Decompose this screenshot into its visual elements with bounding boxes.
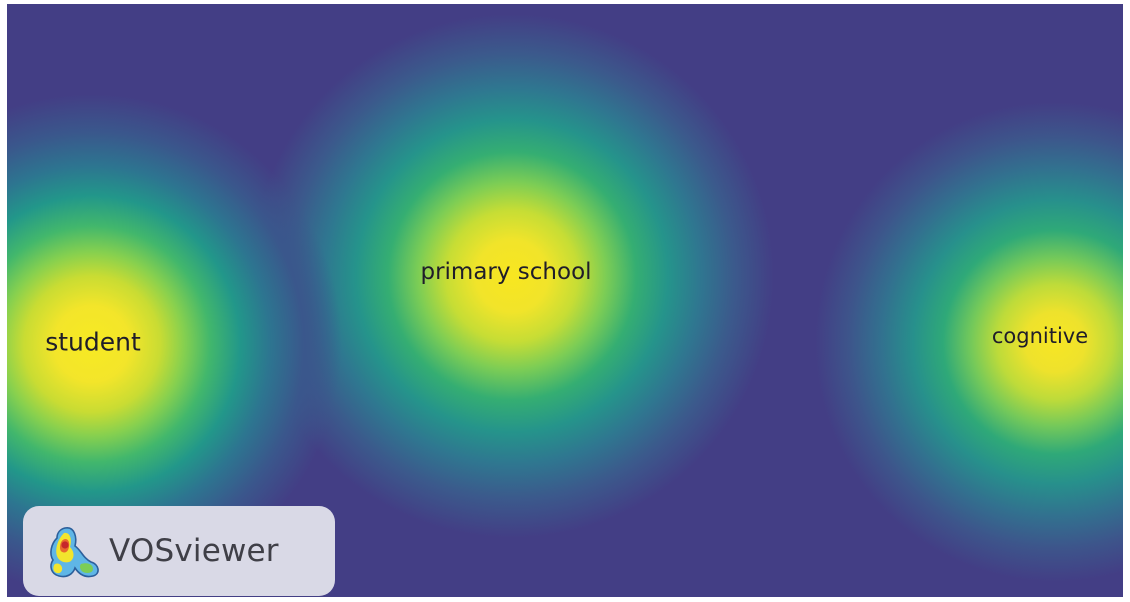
vosviewer-logo-text: VOSviewer: [109, 533, 279, 569]
map-label-student[interactable]: student: [45, 327, 141, 357]
map-label-cognitive[interactable]: cognitive: [991, 324, 1089, 348]
density-map[interactable]: [7, 4, 1123, 597]
vosviewer-logo-badge: VOSviewer: [23, 506, 335, 596]
vosviewer-logo-icon: [45, 524, 103, 580]
map-label-primary-school[interactable]: primary school: [420, 259, 592, 285]
